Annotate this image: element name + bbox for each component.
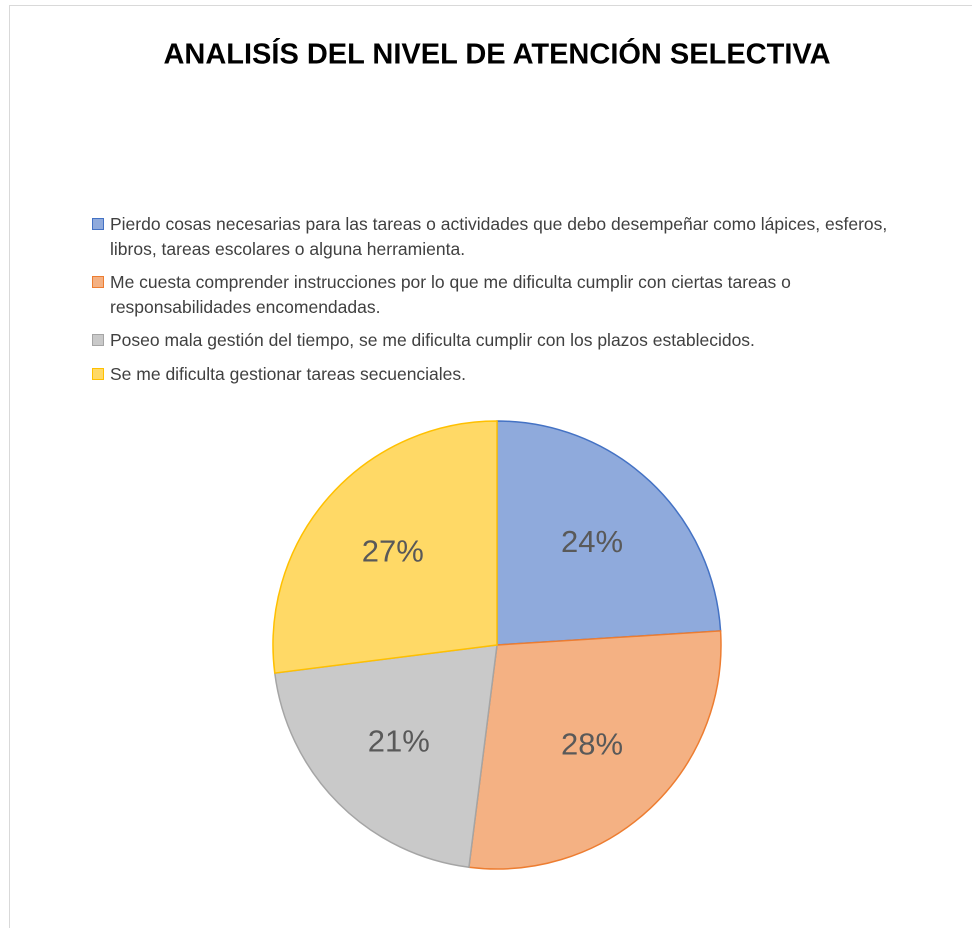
data-label: 28% (561, 726, 623, 761)
legend-swatch (92, 334, 104, 346)
legend-swatch (92, 367, 104, 380)
data-label: 27% (362, 533, 424, 568)
chart-title: ANALISÍS DEL NIVEL DE ATENCIÓN SELECTIVA (163, 37, 830, 71)
legend-item: Me cuesta comprender instrucciones por l… (92, 270, 922, 319)
pie-slice (496, 420, 722, 646)
data-label: 21% (368, 723, 430, 758)
pie-slice (273, 644, 498, 869)
legend-item: Poseo mala gestión del tiempo, se me dif… (92, 328, 922, 353)
legend-item: Pierdo cosas necesarias para las tareas … (92, 212, 922, 261)
legend-label: Pierdo cosas necesarias para las tareas … (110, 214, 888, 259)
legend-item: Se me dificulta gestionar tareas secuenc… (92, 362, 922, 387)
legend-swatch (92, 276, 104, 288)
pie-slice (468, 630, 722, 870)
legend: Pierdo cosas necesarias para las tareas … (92, 212, 922, 395)
legend-label: Se me dificulta gestionar tareas secuenc… (110, 363, 467, 384)
chart-frame (9, 5, 972, 928)
pie-slice (272, 420, 498, 674)
legend-label: Poseo mala gestión del tiempo, se me dif… (110, 330, 755, 350)
data-label: 24% (561, 524, 623, 559)
legend-label: Me cuesta comprender instrucciones por l… (110, 272, 791, 317)
legend-swatch (92, 218, 104, 230)
